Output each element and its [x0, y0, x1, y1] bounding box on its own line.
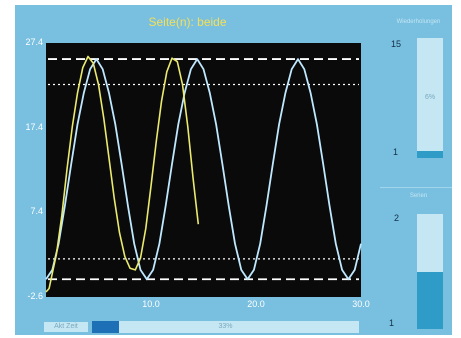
actual-curve — [45, 55, 200, 293]
repetitions-percent: 6% — [424, 94, 436, 101]
repetitions-gauge: 6% — [417, 38, 443, 158]
force-chart — [45, 43, 362, 297]
current-time-label: Akt Zeit — [44, 322, 88, 332]
y-tick-label: 17.4 — [25, 121, 43, 132]
x-tick-label: 20.0 — [247, 299, 265, 309]
progress-track: 33% — [92, 321, 359, 333]
repetitions-panel: Wiederholungen 15 6% 1 — [385, 5, 452, 187]
sets-title: Serien — [409, 193, 428, 199]
training-screen: Seite(n): beide 27.4 17.4 7.4 -2.6 10.0 20.0… — [15, 5, 452, 335]
progress-fill — [92, 321, 119, 333]
repetitions-title: Wiederholungen — [396, 19, 441, 25]
sets-gauge-fill — [417, 271, 443, 329]
repetitions-max: 15 — [391, 39, 402, 49]
repetitions-gauge-fill — [417, 150, 443, 158]
y-tick-label: 7.4 — [30, 206, 43, 217]
panel-divider — [380, 187, 452, 188]
repetitions-min: 1 — [393, 147, 399, 157]
time-progress-bar: Akt Zeit 33% — [44, 320, 359, 334]
y-tick-label: 27.4 — [25, 37, 43, 47]
y-tick-label: -2.6 — [27, 291, 43, 301]
progress-percent: 33% — [218, 323, 233, 330]
reference-curve — [45, 58, 362, 281]
chart-title: Seite(n): beide — [148, 15, 227, 29]
sets-panel: Serien 2 1 — [385, 187, 452, 335]
x-tick-label: 10.0 — [142, 299, 160, 309]
x-tick-label: 30.0 — [352, 299, 370, 309]
sets-min: 1 — [389, 318, 395, 328]
sets-max: 2 — [394, 213, 400, 223]
sets-gauge — [417, 214, 443, 329]
